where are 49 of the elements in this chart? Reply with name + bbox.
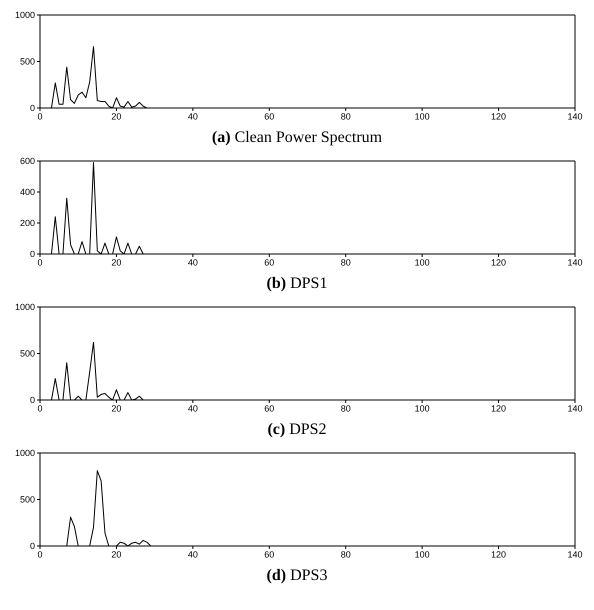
x-tick-label: 140 — [567, 257, 583, 268]
y-tick-label: 0 — [30, 249, 35, 260]
x-tick-label: 120 — [491, 257, 506, 268]
x-tick-label: 100 — [414, 549, 430, 560]
y-tick-label: 0 — [30, 541, 35, 552]
x-tick-label: 40 — [188, 549, 198, 560]
x-tick-label: 0 — [37, 403, 43, 414]
y-tick-label: 1000 — [14, 302, 35, 312]
x-tick-label: 40 — [188, 111, 198, 122]
x-tick-label: 100 — [414, 111, 430, 122]
x-tick-label: 80 — [340, 549, 351, 560]
x-tick-label: 100 — [414, 257, 430, 268]
y-tick-label: 0 — [30, 103, 35, 114]
x-tick-label: 60 — [264, 549, 274, 560]
y-tick-label: 500 — [20, 56, 35, 67]
x-tick-label: 40 — [188, 403, 198, 414]
y-tick-label: 1000 — [14, 448, 35, 458]
x-tick-label: 80 — [340, 111, 351, 122]
x-tick-label: 80 — [340, 257, 351, 268]
x-tick-label: 60 — [264, 403, 274, 414]
x-tick-label: 40 — [188, 257, 198, 268]
x-tick-label: 20 — [111, 549, 122, 560]
text: (b) DPS1 — [266, 274, 328, 294]
x-tick-label: 0 — [37, 111, 43, 122]
text: (c) DPS2 — [266, 420, 328, 440]
x-tick-label: 120 — [491, 549, 506, 560]
text: (a) Clean Power Spectrum — [210, 128, 384, 148]
x-tick-label: 140 — [567, 111, 583, 122]
y-tick-label: 600 — [20, 156, 35, 166]
x-tick-label: 0 — [37, 257, 43, 268]
x-tick-label: 80 — [340, 403, 351, 414]
y-tick-label: 500 — [20, 494, 35, 505]
x-tick-label: 140 — [567, 403, 583, 414]
x-tick-label: 20 — [111, 111, 122, 122]
x-tick-label: 0 — [37, 549, 43, 560]
x-tick-label: 20 — [111, 257, 122, 268]
x-tick-label: 120 — [491, 111, 506, 122]
x-tick-label: 140 — [567, 549, 583, 560]
y-tick-label: 200 — [20, 218, 35, 228]
y-tick-label: 0 — [30, 395, 35, 406]
x-tick-label: 120 — [491, 403, 506, 414]
x-tick-label: 60 — [264, 111, 274, 122]
x-tick-label: 100 — [414, 403, 430, 414]
x-tick-label: 20 — [111, 403, 122, 414]
y-tick-label: 500 — [20, 348, 35, 359]
y-tick-label: 1000 — [14, 10, 35, 20]
y-tick-label: 400 — [20, 187, 35, 198]
x-tick-label: 60 — [264, 257, 274, 268]
text: (d) DPS3 — [266, 566, 328, 586]
